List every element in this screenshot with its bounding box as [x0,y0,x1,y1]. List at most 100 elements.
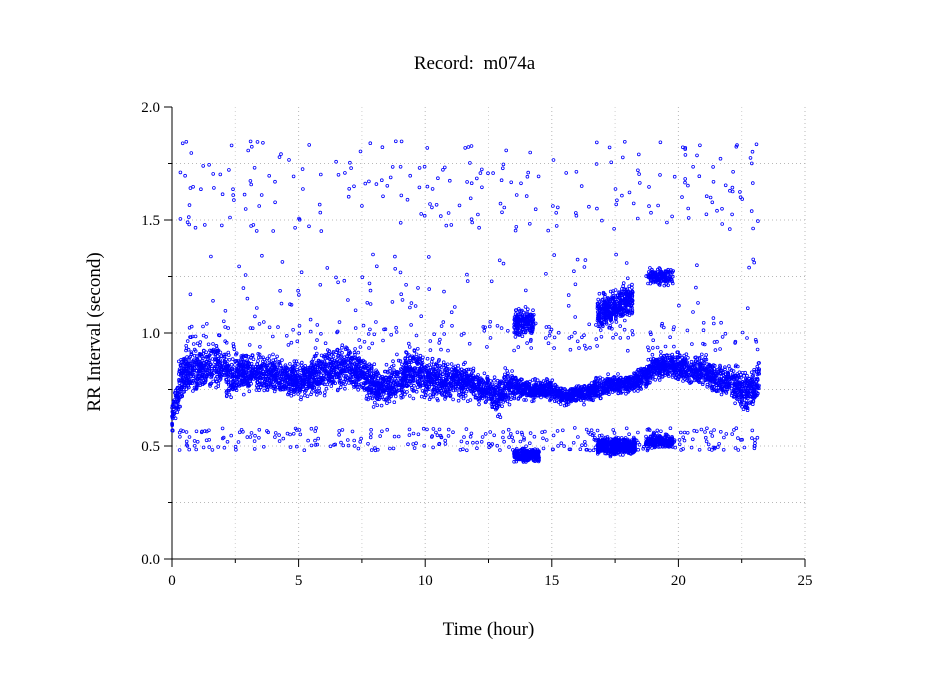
data-point [206,342,211,347]
data-point [624,391,628,396]
data-point [681,379,685,383]
data-point [359,367,363,371]
data-point [754,369,759,374]
data-point [324,386,329,391]
data-point [443,397,447,401]
data-point [524,398,528,402]
data-point [430,356,435,361]
data-point [227,357,232,362]
data-point [223,373,227,378]
data-point [209,369,214,373]
data-point [719,392,724,397]
data-point [392,400,397,405]
data-point [275,354,279,359]
data-point [492,378,496,383]
data-point [507,402,512,407]
data-point [189,350,194,355]
data-point [280,358,284,362]
data-point [239,354,244,358]
data-point [356,350,361,355]
data-point [372,362,377,367]
data-point [392,368,396,373]
data-point [331,354,336,359]
data-point [403,392,407,397]
data-point [449,362,454,366]
data-point [375,403,380,408]
data-point [247,389,252,394]
data-point [338,385,343,390]
data-point [407,345,412,349]
data-point [393,394,398,399]
data-point [225,377,229,382]
data-point [503,366,508,370]
data-point [451,397,455,402]
data-point [616,372,620,376]
data-point [405,390,409,394]
data-point [398,359,403,363]
data-point [727,364,731,368]
data-point [636,389,640,393]
axes [164,106,806,567]
data-point [175,410,180,415]
data-point [323,390,327,395]
data-point [421,355,425,360]
data-point [271,352,275,357]
data-point [391,359,395,364]
data-point [745,373,749,378]
data-point [415,346,420,351]
data-point [686,355,690,360]
data-point [705,382,710,387]
data-point [522,398,526,402]
data-point [177,359,181,364]
data-point [382,397,386,402]
data-point [418,353,423,358]
data-point [256,359,260,363]
data-point [346,356,351,361]
data-point [288,362,292,366]
data-point [737,370,742,375]
data-point [372,400,377,405]
data-point [558,402,563,406]
data-point [276,381,281,385]
data-point [317,386,321,391]
data-point [742,374,746,378]
data-point [267,354,272,358]
data-point [659,353,663,358]
data-point [745,406,750,411]
data-point [666,374,671,378]
data-point [689,359,694,364]
data-point [229,362,234,367]
data-point [242,392,246,397]
data-point [208,382,212,387]
data-point [192,353,197,358]
data-point [606,372,610,377]
data-point [229,377,233,382]
data-point [254,384,259,388]
data-point [395,352,399,357]
data-point [400,362,404,367]
data-point [233,363,237,367]
data-point [285,366,290,370]
data-point [733,401,737,406]
data-point [283,363,288,368]
data-point [425,356,430,361]
data-point [329,384,334,388]
data-point [745,408,750,413]
data-point [411,396,416,401]
data-point [461,396,466,401]
data-point [371,405,376,409]
data-point [589,381,594,385]
data-point [379,403,384,408]
data-point [299,360,304,365]
data-point [224,394,229,399]
data-point [230,357,235,361]
data-point [395,374,400,379]
data-point [644,384,648,389]
data-point [387,399,392,404]
data-point [456,398,461,403]
data-point [697,355,702,360]
data-point [659,350,663,354]
data-point [292,359,297,364]
data-point [303,363,308,368]
